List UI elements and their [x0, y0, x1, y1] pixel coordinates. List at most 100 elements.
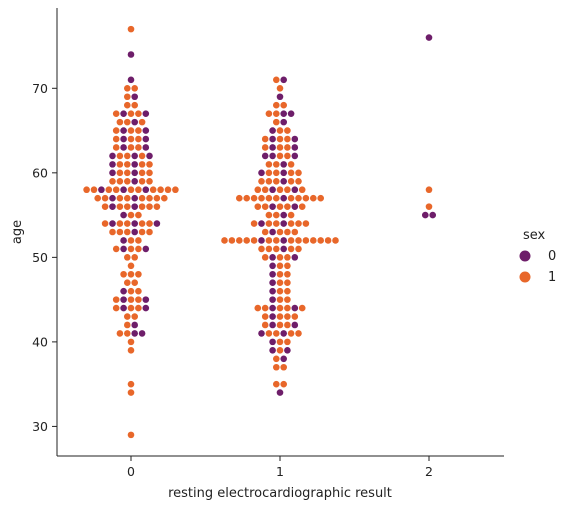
data-point: [276, 321, 284, 329]
data-point: [101, 220, 109, 227]
data-point: [149, 186, 157, 194]
data-point: [127, 25, 135, 33]
data-point: [109, 228, 116, 236]
data-point: [276, 152, 284, 160]
data-point: [124, 254, 131, 261]
data-point: [258, 245, 265, 253]
data-point: [291, 254, 299, 261]
data-point: [284, 186, 291, 194]
data-point: [116, 169, 124, 177]
data-point: [284, 347, 291, 354]
data-point: [131, 169, 138, 177]
data-point: [276, 186, 284, 194]
y-tick-label: 50: [32, 250, 48, 265]
data-point: [280, 76, 288, 84]
data-point: [291, 186, 299, 194]
data-point: [250, 194, 258, 202]
data-point: [284, 287, 291, 295]
x-ticks: 0 1 2: [127, 456, 433, 479]
data-point: [236, 237, 243, 244]
data-point: [135, 211, 142, 219]
data-point: [131, 313, 138, 320]
data-point: [120, 270, 127, 278]
data-point: [138, 177, 146, 185]
data-point: [261, 152, 269, 160]
data-point: [302, 237, 310, 244]
data-point: [284, 321, 291, 329]
plot-area: [83, 25, 437, 439]
data-point: [109, 152, 116, 160]
data-point: [276, 296, 284, 303]
data-point: [116, 118, 124, 126]
data-point: [131, 321, 138, 329]
data-point: [276, 287, 284, 295]
data-point: [127, 347, 135, 354]
data-point: [116, 220, 124, 227]
data-point: [287, 194, 295, 202]
x-tick-label: 0: [127, 464, 135, 479]
data-point: [83, 186, 90, 194]
data-point: [273, 177, 280, 185]
x-axis-label: resting electrocardiographic result: [168, 486, 392, 501]
data-point: [131, 161, 138, 168]
data-point: [135, 237, 142, 244]
data-point: [116, 177, 124, 185]
data-point: [269, 144, 276, 151]
data-point: [135, 186, 142, 194]
data-point: [138, 194, 146, 202]
data-point: [109, 161, 116, 168]
data-point: [120, 245, 127, 253]
data-point: [280, 118, 288, 126]
data-point: [284, 338, 291, 346]
data-point: [120, 296, 127, 303]
data-point: [425, 203, 433, 210]
data-point: [120, 287, 127, 295]
data-point: [124, 194, 131, 202]
data-point: [302, 194, 310, 202]
data-point: [112, 245, 120, 253]
data-point: [425, 186, 433, 194]
data-point: [124, 321, 131, 329]
data-point: [265, 237, 273, 244]
data-point: [236, 194, 243, 202]
data-point: [127, 270, 135, 278]
data-point: [284, 254, 291, 261]
data-point: [273, 194, 280, 202]
data-point: [261, 135, 269, 143]
data-point: [124, 161, 131, 168]
data-point: [280, 355, 288, 363]
data-point: [269, 152, 276, 160]
data-point: [109, 203, 116, 210]
data-point: [284, 144, 291, 151]
data-point: [265, 177, 273, 185]
data-point: [127, 144, 135, 151]
data-point: [273, 118, 280, 126]
data-point: [276, 338, 284, 346]
data-point: [269, 228, 276, 236]
data-point: [161, 194, 168, 202]
data-point: [127, 431, 135, 439]
data-point: [429, 211, 437, 219]
data-point: [127, 380, 135, 388]
data-point: [287, 330, 295, 337]
data-point: [276, 127, 284, 134]
data-point: [101, 194, 109, 202]
data-point: [124, 203, 131, 210]
y-tick-label: 60: [32, 165, 48, 180]
data-point: [153, 194, 161, 202]
data-point: [124, 169, 131, 177]
data-point: [157, 186, 164, 194]
data-point: [221, 237, 228, 244]
data-point: [425, 34, 433, 41]
data-point: [250, 237, 258, 244]
data-point: [258, 177, 265, 185]
data-point: [135, 287, 142, 295]
data-point: [127, 262, 135, 270]
data-point: [153, 220, 161, 227]
data-point: [287, 237, 295, 244]
data-point: [146, 152, 153, 160]
data-point: [284, 296, 291, 303]
data-point: [131, 330, 138, 337]
data-point: [172, 186, 179, 194]
data-point: [280, 161, 288, 168]
